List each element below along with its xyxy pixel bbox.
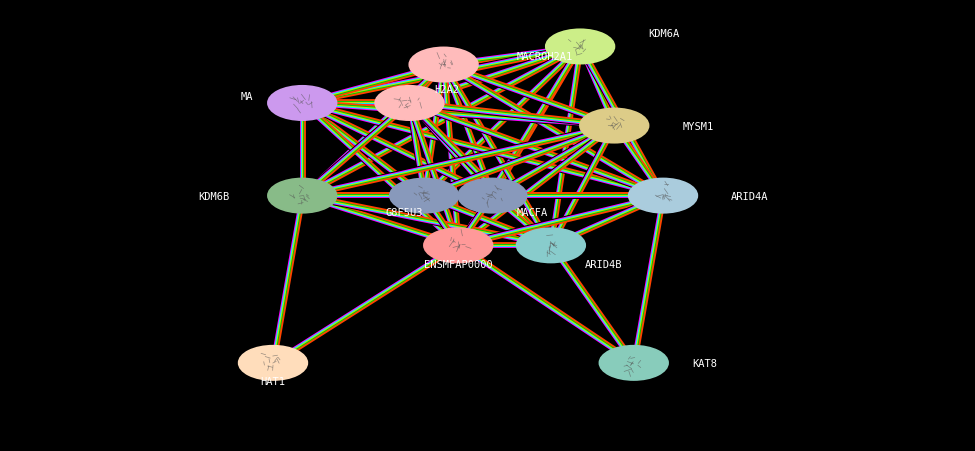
Ellipse shape — [268, 179, 336, 213]
Text: KDM6B: KDM6B — [198, 191, 229, 201]
Text: KAT8: KAT8 — [692, 358, 718, 368]
Ellipse shape — [546, 30, 614, 64]
Text: H2A2: H2A2 — [434, 85, 459, 95]
Text: KDM6A: KDM6A — [648, 29, 680, 39]
Text: MA: MA — [241, 92, 254, 102]
Text: ENSMFAP0000: ENSMFAP0000 — [424, 259, 492, 269]
Ellipse shape — [239, 346, 307, 380]
Text: ARID4A: ARID4A — [731, 191, 768, 201]
Text: MACROH2A1: MACROH2A1 — [517, 51, 573, 61]
Text: G8F5U3: G8F5U3 — [386, 207, 423, 217]
Text: ARID4B: ARID4B — [585, 259, 622, 269]
Ellipse shape — [517, 229, 585, 263]
Ellipse shape — [410, 48, 478, 83]
Text: MACFA: MACFA — [517, 207, 548, 217]
Ellipse shape — [375, 87, 444, 121]
Ellipse shape — [629, 179, 697, 213]
Ellipse shape — [600, 346, 668, 380]
Ellipse shape — [424, 229, 492, 263]
Ellipse shape — [458, 179, 526, 213]
Ellipse shape — [580, 109, 648, 143]
Ellipse shape — [268, 87, 336, 121]
Text: HAT1: HAT1 — [260, 377, 286, 387]
Ellipse shape — [390, 179, 458, 213]
Text: MYSM1: MYSM1 — [682, 121, 714, 131]
